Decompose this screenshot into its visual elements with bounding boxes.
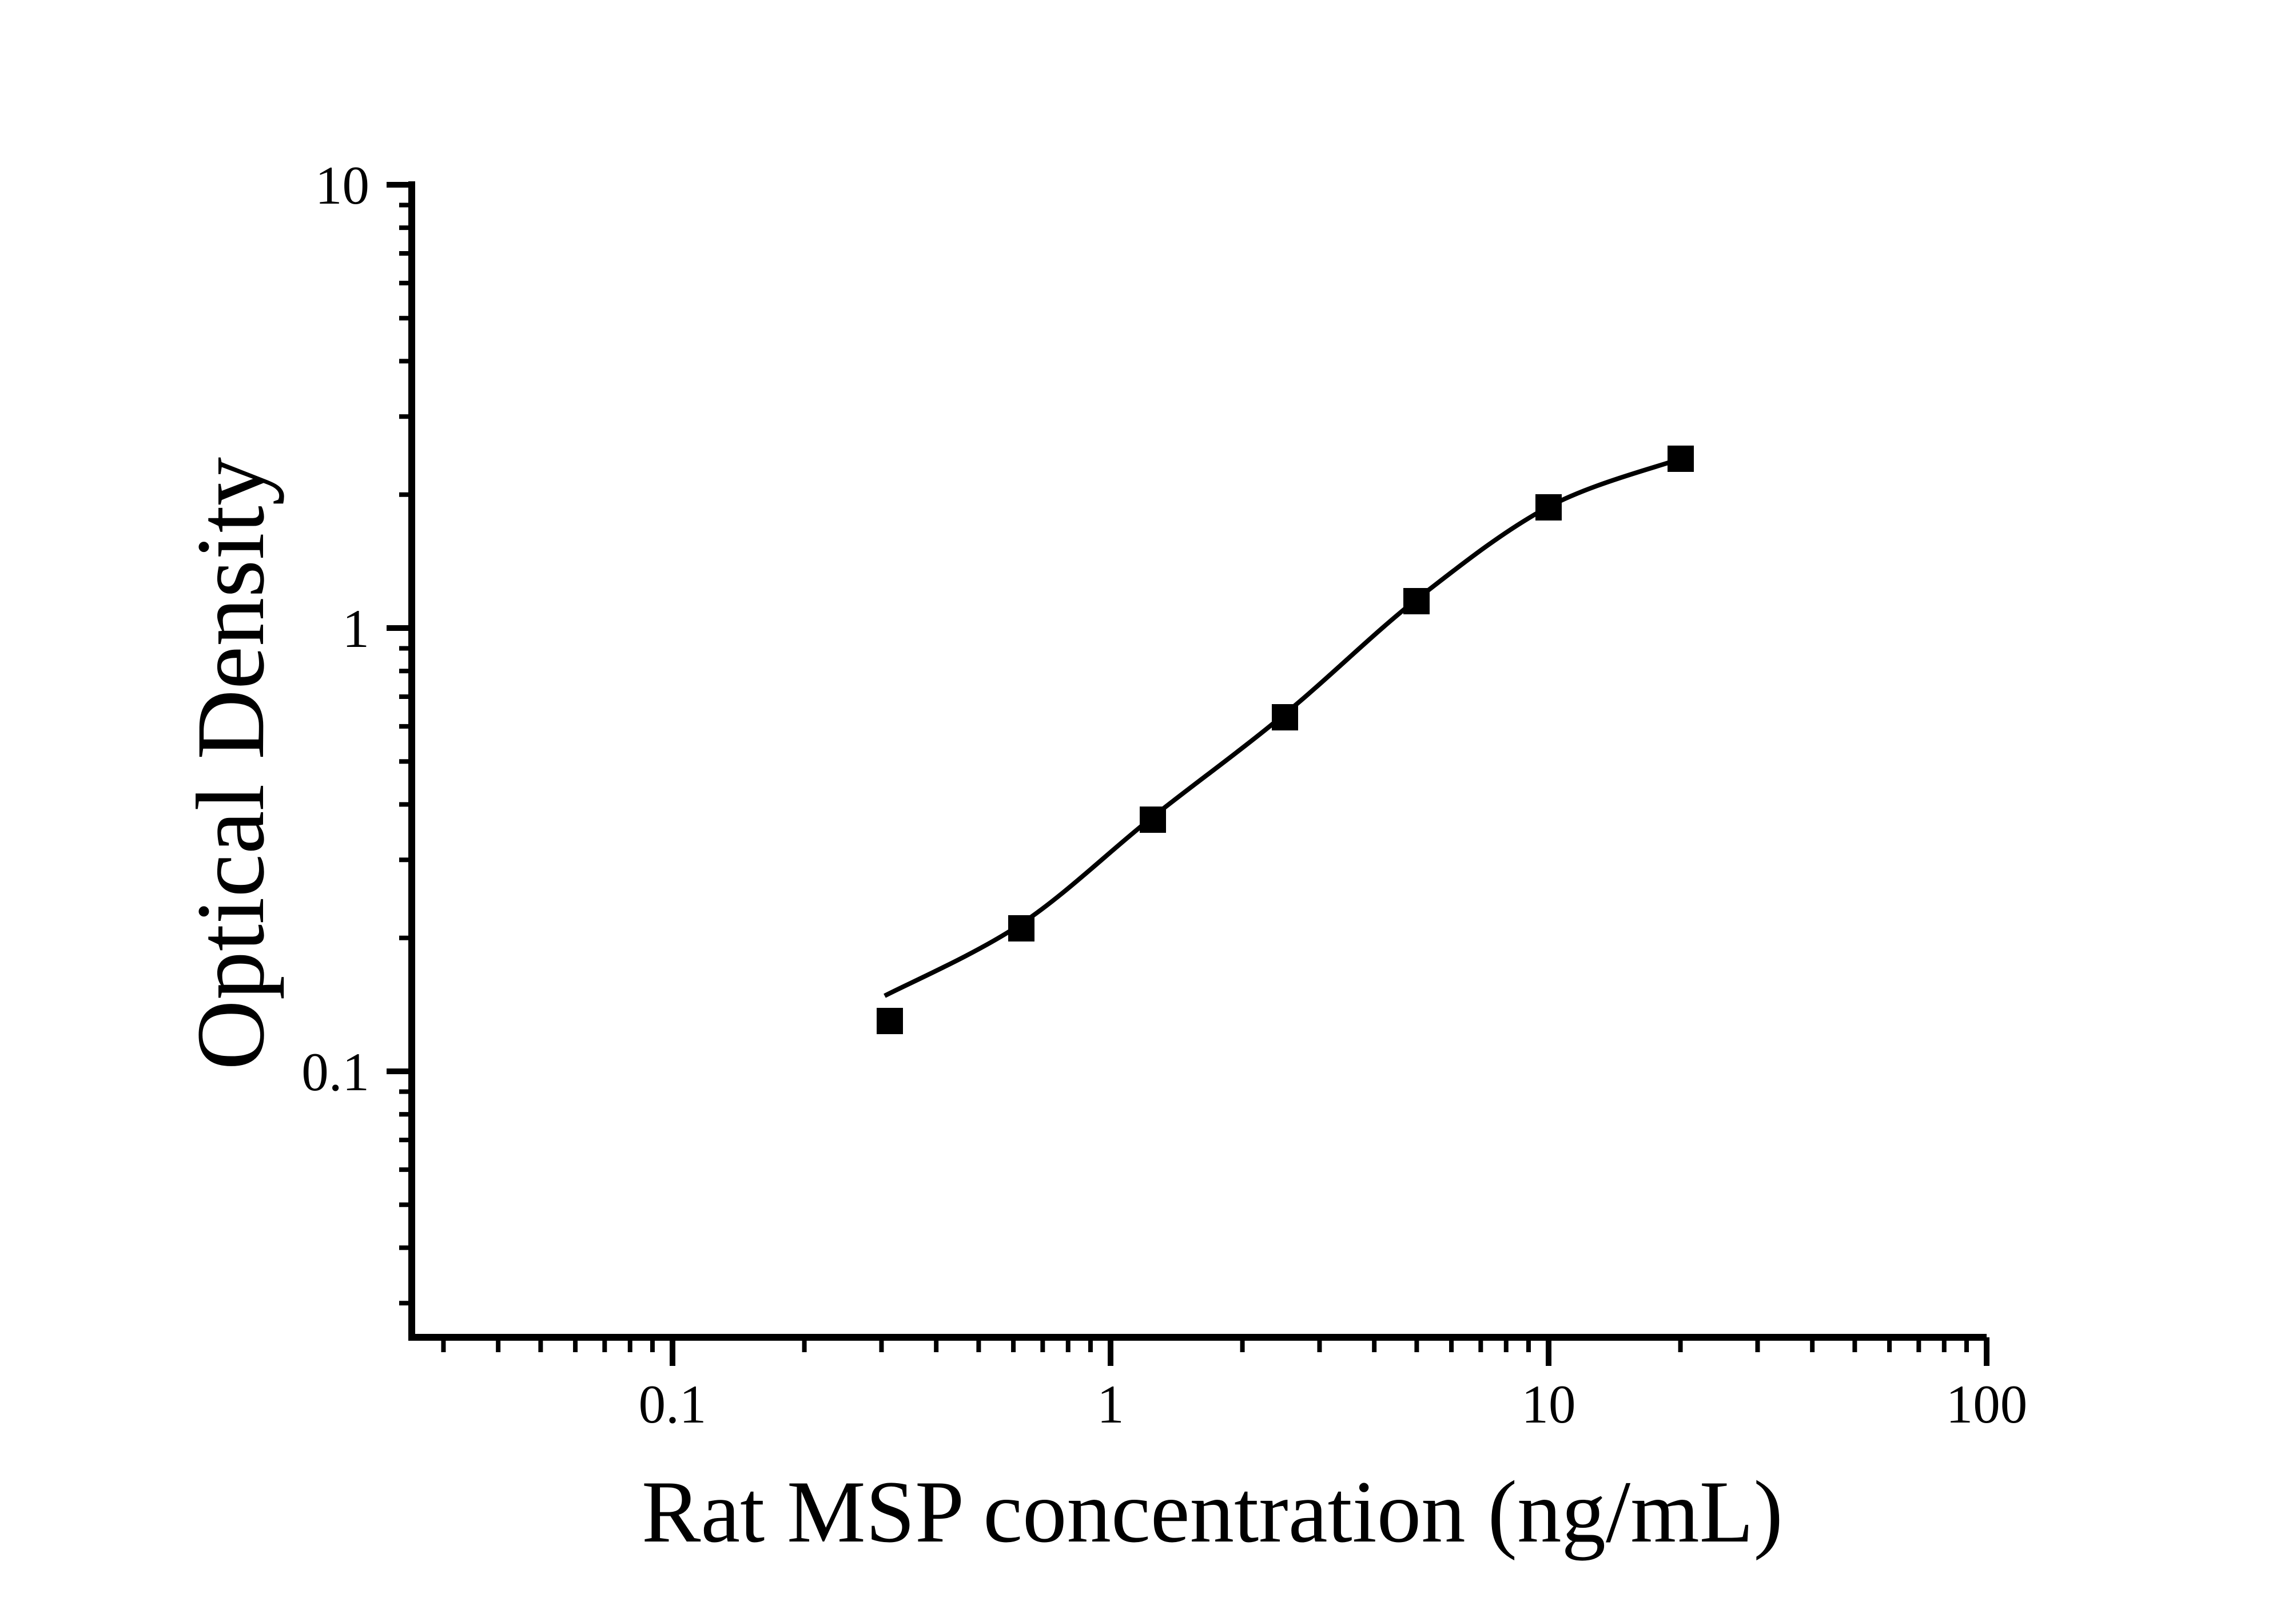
data-point-marker [1272, 704, 1298, 730]
y-tick-label: 0.1 [301, 1042, 369, 1102]
plot-generated-layer: 0.1 1 10 100 10 1 0.1 [301, 155, 2027, 1435]
x-tick-label: 10 [1522, 1374, 1576, 1435]
data-point-marker [1668, 446, 1694, 472]
data-point-marker [877, 1008, 903, 1034]
data-point-marker [1403, 588, 1430, 614]
x-tick-label: 100 [1946, 1374, 2028, 1435]
y-tick-label: 1 [343, 598, 370, 659]
data-point-marker [1008, 915, 1034, 941]
y-axis-title: Optical Density [177, 457, 284, 1070]
x-tick-label: 1 [1097, 1374, 1124, 1435]
y-tick-label: 10 [315, 155, 369, 216]
x-tick-label: 0.1 [639, 1374, 707, 1435]
x-axis-title: Rat MSP concentration (ng/mL) [642, 1463, 1783, 1561]
data-point-marker [1140, 807, 1166, 833]
data-point-marker [1535, 494, 1562, 521]
